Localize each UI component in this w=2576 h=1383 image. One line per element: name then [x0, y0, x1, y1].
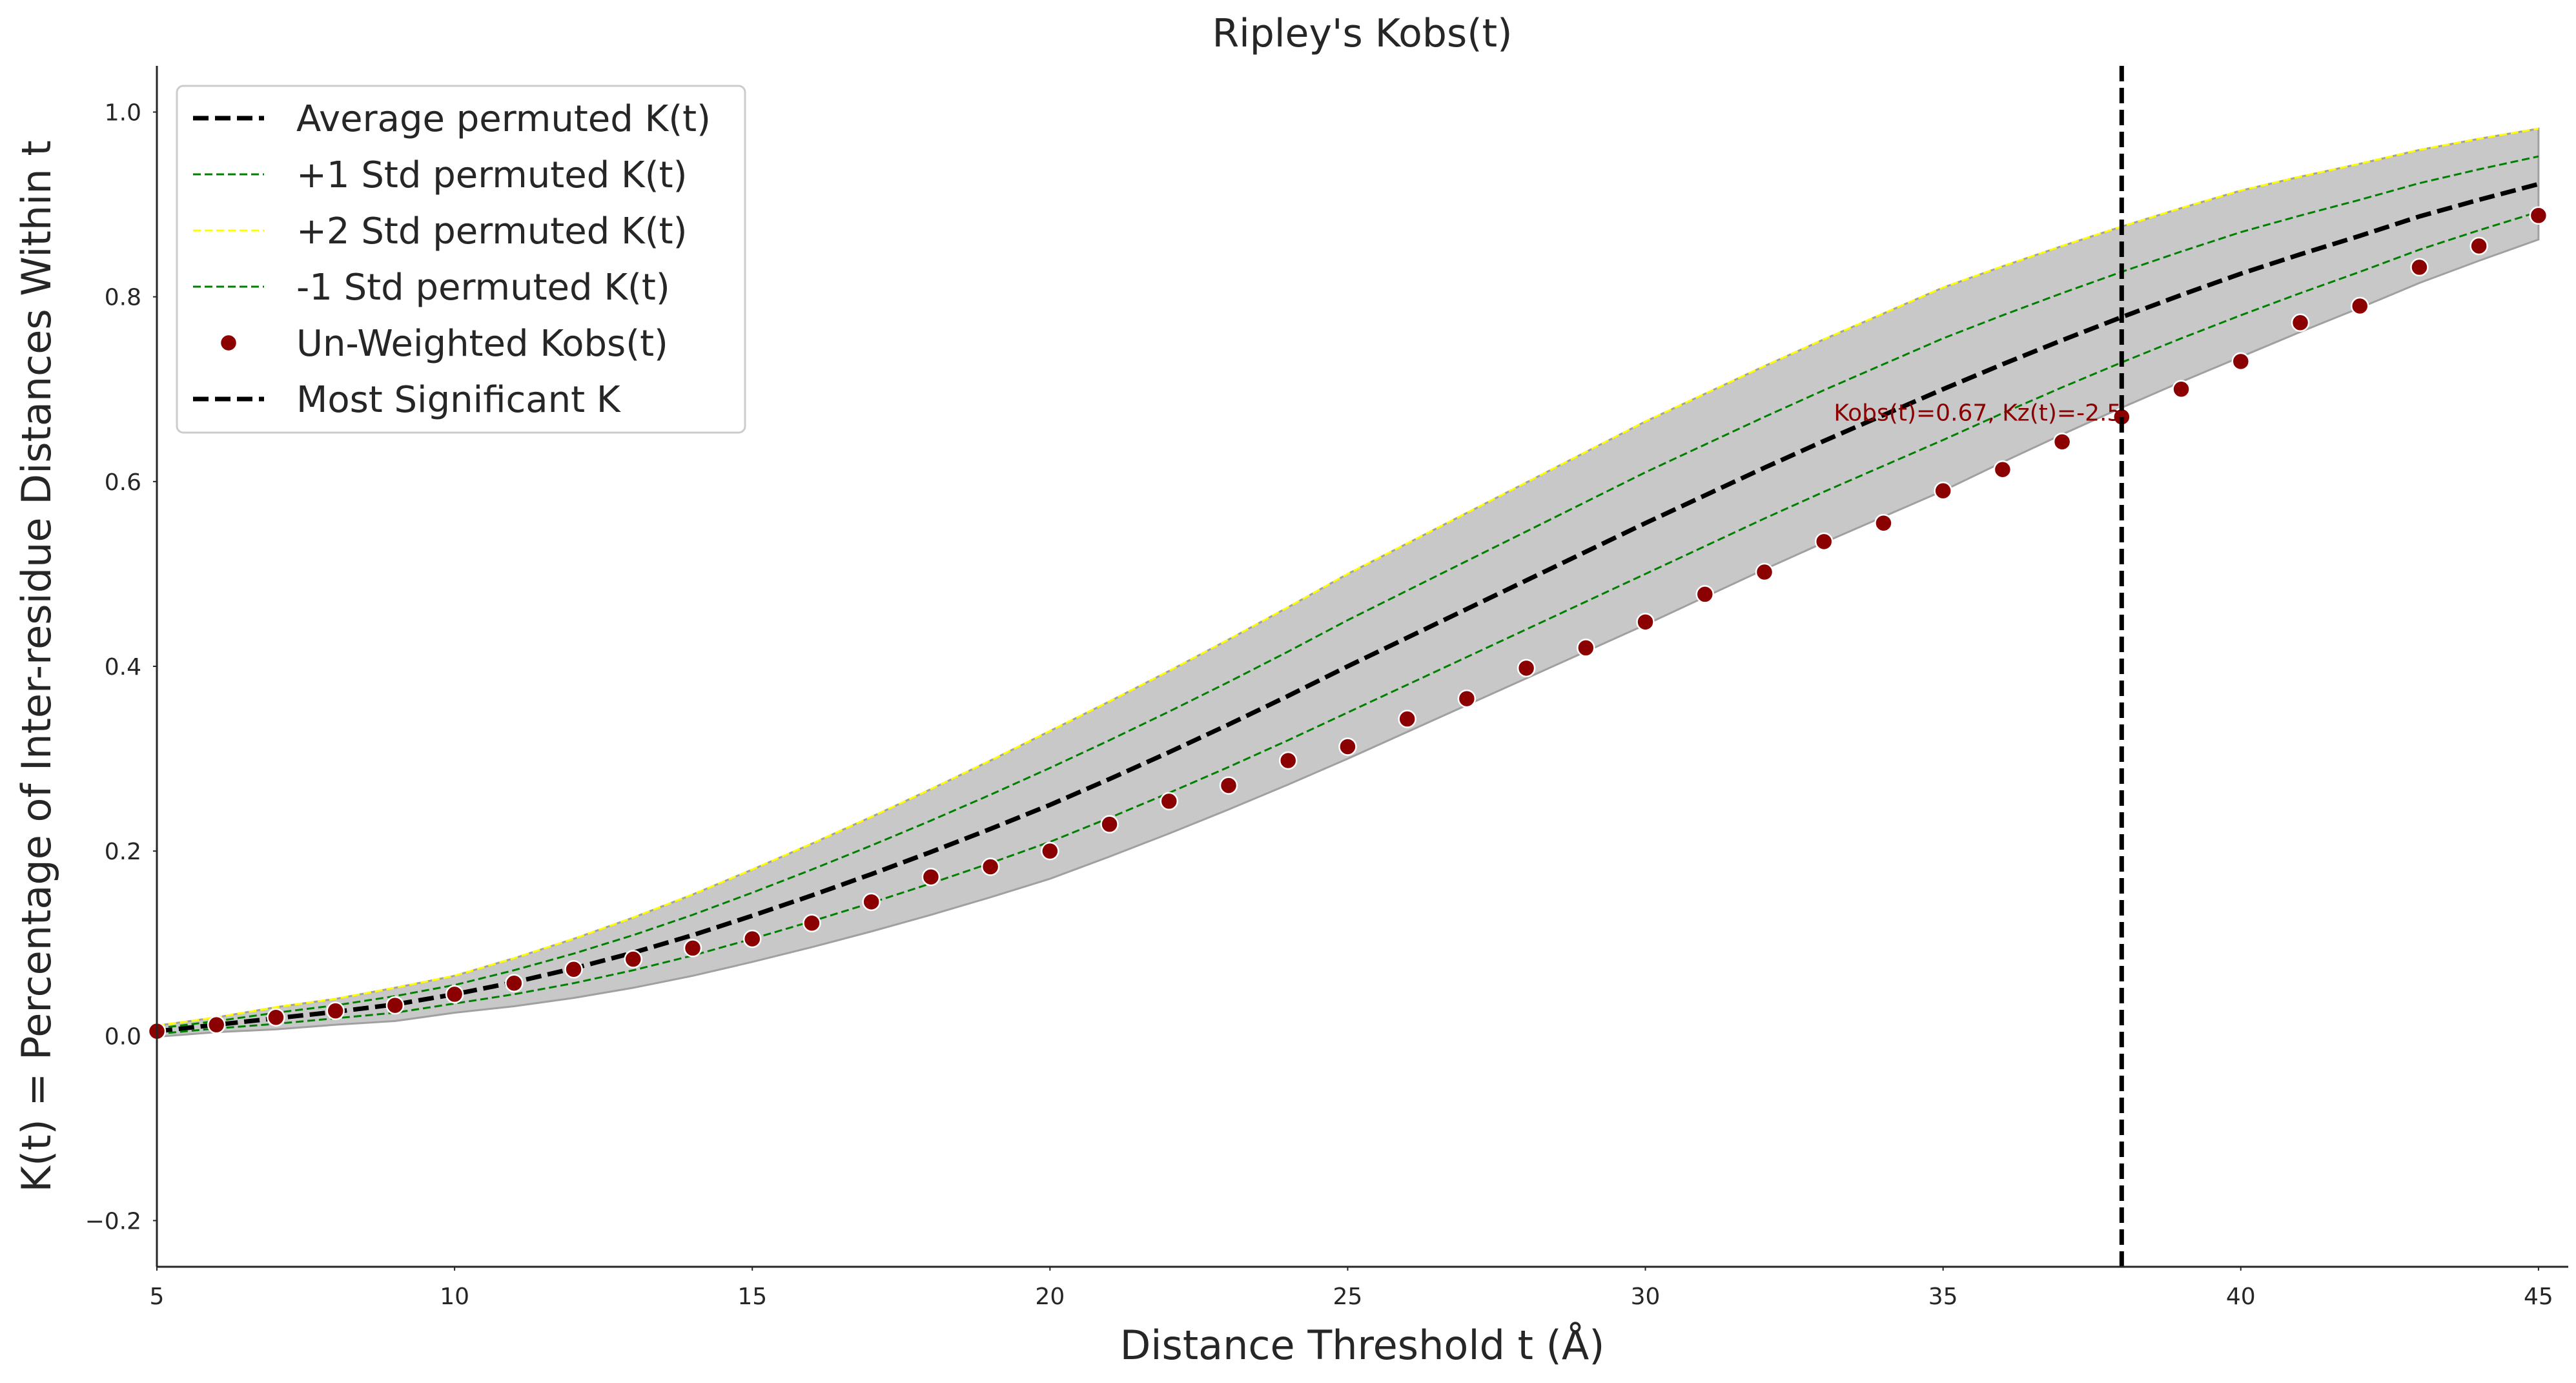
- series-line: [156, 210, 2539, 1035]
- x-tick-label: 25: [1333, 1284, 1363, 1310]
- scatter-point: [1934, 481, 1952, 500]
- y-tick-label: 0.6: [105, 469, 141, 496]
- y-tick-label: −0.2: [85, 1208, 141, 1234]
- legend-label: -1 Std permuted K(t): [296, 267, 670, 309]
- scatter-point: [2231, 352, 2251, 371]
- scatter-point: [445, 985, 464, 1004]
- x-tick-label: 35: [1928, 1284, 1958, 1310]
- scatter-point: [1457, 689, 1477, 708]
- y-tick-label: 0.4: [105, 654, 141, 681]
- scatter-point: [1517, 659, 1536, 678]
- series-line: [156, 127, 2539, 1027]
- scatter-point: [981, 857, 1000, 876]
- scatter-point: [1278, 751, 1298, 770]
- scatter-point: [267, 1008, 285, 1027]
- legend-label: +1 Std permuted K(t): [296, 154, 687, 196]
- x-tick-label: 40: [2226, 1284, 2256, 1310]
- scatter-point: [683, 939, 702, 958]
- scatter-point: [207, 1015, 226, 1034]
- scatter-point: [862, 892, 881, 912]
- scatter-point: [2291, 313, 2310, 333]
- scatter-point: [1398, 710, 1416, 728]
- y-tick-label: 0.2: [105, 839, 141, 865]
- scatter-point: [1874, 513, 1893, 533]
- series-line: [156, 181, 2539, 1034]
- x-axis-label: Distance Threshold t (Å): [1120, 1322, 1605, 1369]
- scatter-point: [2469, 236, 2488, 256]
- legend-box: [176, 85, 746, 434]
- scatter-point: [742, 929, 762, 948]
- scatter-point: [1695, 585, 1715, 604]
- x-tick-label: 10: [440, 1284, 469, 1310]
- scatter-point: [1814, 532, 1834, 551]
- x-tick-label: 45: [2524, 1284, 2553, 1310]
- scatter-point: [2172, 380, 2191, 399]
- scatter-point: [802, 914, 821, 933]
- scatter-point: [1993, 460, 2012, 479]
- legend-label: +2 Std permuted K(t): [296, 210, 687, 252]
- scatter-point: [326, 1001, 345, 1020]
- scatter-point: [505, 974, 524, 993]
- x-tick-label: 20: [1035, 1284, 1065, 1310]
- x-tick-label: 15: [737, 1284, 767, 1310]
- x-tick-label: 5: [150, 1284, 165, 1310]
- scatter-point: [1160, 792, 1179, 811]
- y-tick-label: 1.0: [105, 100, 141, 127]
- scatter-point: [2052, 433, 2072, 451]
- series-line: [156, 155, 2539, 1030]
- scatter-point: [2350, 296, 2369, 316]
- scatter-point: [2410, 258, 2429, 277]
- y-tick-label: 0.8: [105, 285, 141, 311]
- y-tick-label: 0.0: [105, 1023, 141, 1050]
- scatter-point: [1755, 562, 1774, 582]
- scatter-point: [1041, 841, 1059, 861]
- y-axis-label: K(t) = Percentage of Inter-residue Dista…: [13, 140, 60, 1192]
- scatter-point: [624, 950, 643, 968]
- scatter-point: [1636, 613, 1655, 631]
- scatter-point: [564, 960, 583, 979]
- annotation: Kobs(t)=0.67, Kz(t)=-2.5: [1834, 400, 2121, 427]
- scatter-point: [1338, 737, 1357, 756]
- scatter-point: [921, 867, 941, 886]
- legend-label: Most Significant K: [296, 379, 621, 421]
- legend-marker: [219, 333, 238, 353]
- scatter-point: [2529, 206, 2548, 225]
- scatter-point: [385, 996, 405, 1015]
- chart-title: Ripley's Kobs(t): [1212, 11, 1512, 56]
- scatter-point: [1577, 639, 1595, 657]
- legend: Average permuted K(t) +1 Std permuted K(t…: [176, 85, 746, 434]
- legend-label: Average permuted K(t): [296, 98, 711, 140]
- scatter-point: [1100, 815, 1119, 834]
- scatter-point: [1219, 776, 1238, 795]
- x-tick-label: 30: [1631, 1284, 1661, 1310]
- std-band: [156, 127, 2540, 1038]
- legend-label: Un-Weighted Kobs(t): [296, 323, 668, 365]
